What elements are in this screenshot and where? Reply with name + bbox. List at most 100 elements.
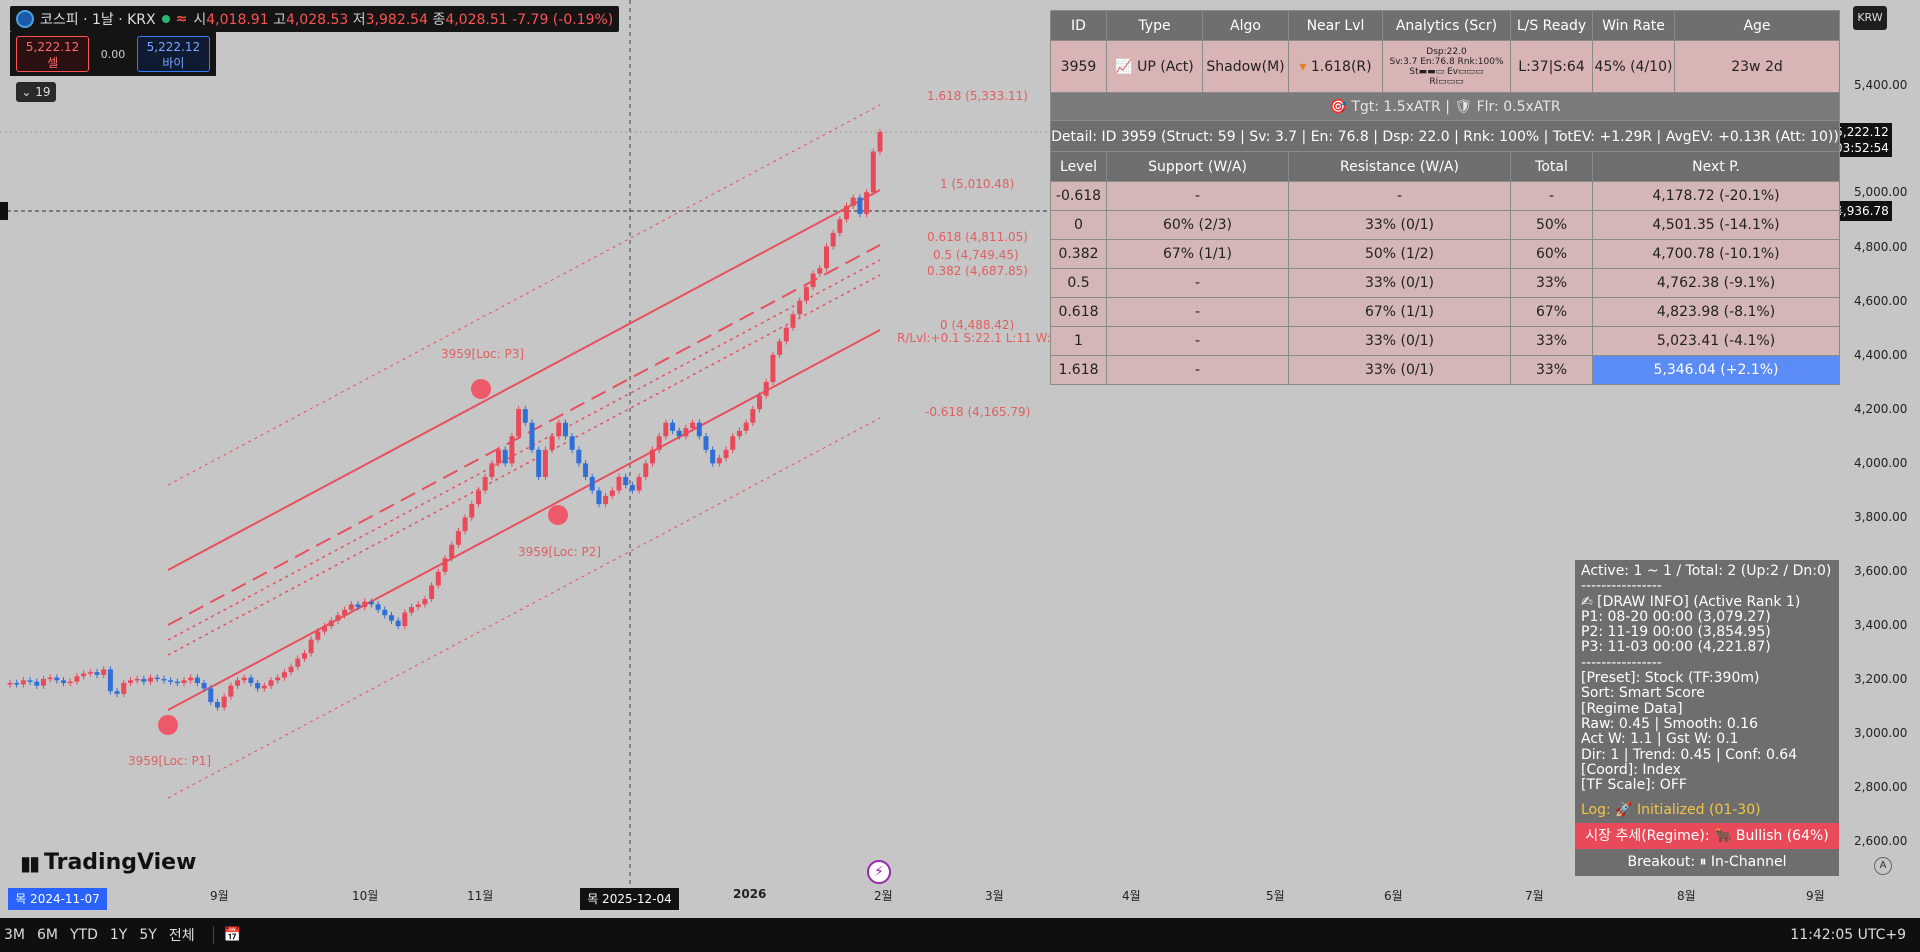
candle-body: [716, 457, 722, 464]
col-header: Algo: [1202, 10, 1289, 41]
candle-body: [308, 639, 314, 654]
range-1y-button[interactable]: 1Y: [109, 927, 128, 943]
cell-next: 4,762.38 (-9.1%): [1592, 268, 1840, 298]
candle-body: [402, 612, 408, 627]
candle-body: [616, 476, 622, 491]
candle-body: [864, 192, 870, 214]
auto-scale-button[interactable]: A: [1874, 857, 1892, 875]
candle-body: [589, 476, 595, 491]
candle-body: [683, 428, 689, 437]
candle-body: [134, 678, 140, 681]
panel-line: [Regime Data]: [1581, 701, 1683, 717]
candle-body: [609, 490, 615, 496]
level-header-row: Level Support (W/A) Resistance (W/A) Tot…: [1050, 151, 1840, 182]
cell-support: -: [1106, 355, 1289, 385]
candle-body: [837, 219, 843, 233]
col-header: Win Rate: [1592, 10, 1675, 41]
panel-line: ✍ [DRAW INFO] (Active Rank 1): [1581, 594, 1801, 610]
cell-resistance: 33% (0/1): [1288, 326, 1511, 356]
symbol-header[interactable]: 코스피 · 1날 · KRX ≈ 시4,018.91 고4,028.53 저3,…: [10, 6, 620, 32]
fib-label-1: 1 (5,010.48): [940, 177, 1015, 191]
channel-outer-upper: [167, 104, 881, 486]
panel-line: [Coord]: Index: [1581, 762, 1681, 778]
candle-body: [255, 683, 261, 689]
candle-body: [797, 300, 803, 315]
log-row: Log: 🚀 Initialized (01-30): [1575, 798, 1839, 822]
candle-body: [114, 691, 120, 694]
symbol-title[interactable]: 코스피 · 1날 · KRX: [40, 12, 156, 28]
range-6m-button[interactable]: 6M: [37, 927, 58, 943]
price-tick: 2,600.00: [1854, 834, 1908, 848]
candle-body: [790, 314, 796, 328]
time-label: 2026: [733, 887, 767, 901]
cell-support: 67% (1/1): [1106, 239, 1289, 269]
range-5y-button[interactable]: 5Y: [139, 927, 157, 943]
cell-resistance: -: [1288, 181, 1511, 211]
cell-analytics: Dsp:22.0 Sv:3.7 En:76.8 Rnk:100% St▬▬▭ E…: [1382, 40, 1511, 93]
cell-id: 3959: [1050, 40, 1107, 93]
cell-support: -: [1106, 181, 1289, 211]
range-ytd-button[interactable]: YTD: [70, 927, 98, 943]
candle-body: [656, 436, 662, 450]
lightning-icon[interactable]: ⚡: [867, 860, 891, 884]
candle-body: [47, 677, 53, 680]
col-header: Resistance (W/A): [1288, 151, 1511, 182]
cell-level: 1: [1050, 326, 1107, 356]
candle-body: [803, 287, 809, 301]
cell-algo: Shadow(M): [1202, 40, 1289, 93]
time-label: 9월: [210, 889, 229, 903]
channel-0382: [167, 274, 881, 656]
candle-body: [583, 463, 589, 477]
panel-line: Active: 1 ~ 1 / Total: 2 (Up:2 / Dn:0): [1581, 564, 1832, 579]
range-all-button[interactable]: 전체: [168, 928, 195, 944]
level-row: 0 60% (2/3) 33% (0/1) 50% 4,501.35 (-14.1%): [1050, 210, 1840, 240]
candle-body: [422, 598, 428, 605]
channel-05: [167, 259, 881, 641]
tv-logo-icon: ▮▮: [20, 850, 40, 875]
cell-support: 60% (2/3): [1106, 210, 1289, 240]
candle-body: [188, 677, 194, 681]
cell-support: -: [1106, 297, 1289, 327]
candle-body: [148, 677, 154, 682]
candle-body: [562, 422, 568, 437]
candle-body: [34, 681, 40, 686]
detail-row: Detail: ID 3959 (Struct: 59 | Sv: 3.7 | …: [1050, 120, 1840, 153]
candle-body: [844, 205, 850, 220]
tradingview-logo[interactable]: ▮▮ TradingView: [20, 850, 197, 875]
time-label: 10월: [352, 889, 379, 903]
candle-body: [482, 476, 488, 491]
currency-selector[interactable]: KRW: [1853, 6, 1887, 30]
candle-body: [763, 382, 769, 396]
candle-body: [342, 609, 348, 616]
indicators-toggle-button[interactable]: ⌄ 19: [16, 82, 56, 102]
sell-button[interactable]: 5,222.12 셀: [16, 36, 90, 72]
price-tick: 4,800.00: [1854, 240, 1908, 254]
candle-body: [74, 676, 80, 682]
pivot-label-p3: 3959[Loc: P3]: [441, 347, 525, 361]
pivot-p1: [158, 715, 178, 735]
candle-body: [322, 626, 328, 632]
cell-level: 1.618: [1050, 355, 1107, 385]
price-tick: 4,000.00: [1854, 456, 1908, 470]
spread-value: 0.00: [100, 47, 126, 61]
range-3m-button[interactable]: 3M: [4, 927, 25, 943]
buy-button[interactable]: 5,222.12 바이: [136, 36, 210, 72]
date-range-icon[interactable]: 📅: [223, 927, 242, 943]
candle-body: [395, 620, 401, 627]
candle-body: [281, 672, 287, 678]
chart-up-icon: 📈: [1115, 58, 1133, 75]
targets-cell: 🎯 Tgt: 1.5xATR | 🛡 Flr: 0.5xATR: [1050, 92, 1840, 121]
candle-body: [268, 680, 274, 686]
candle-body: [870, 151, 876, 193]
candle-body: [288, 666, 294, 673]
col-header: Analytics (Scr): [1382, 10, 1511, 41]
candle-body: [201, 683, 207, 689]
clock[interactable]: 11:42:05 UTC+9: [1790, 927, 1906, 943]
panel-line: Act W: 1.1 | Gst W: 0.1: [1581, 732, 1739, 748]
cell-level: 0.618: [1050, 297, 1107, 327]
candle-body: [536, 449, 542, 477]
candle-body: [61, 680, 67, 684]
candle-body: [730, 436, 736, 450]
wave-icon: ≈: [175, 11, 188, 27]
